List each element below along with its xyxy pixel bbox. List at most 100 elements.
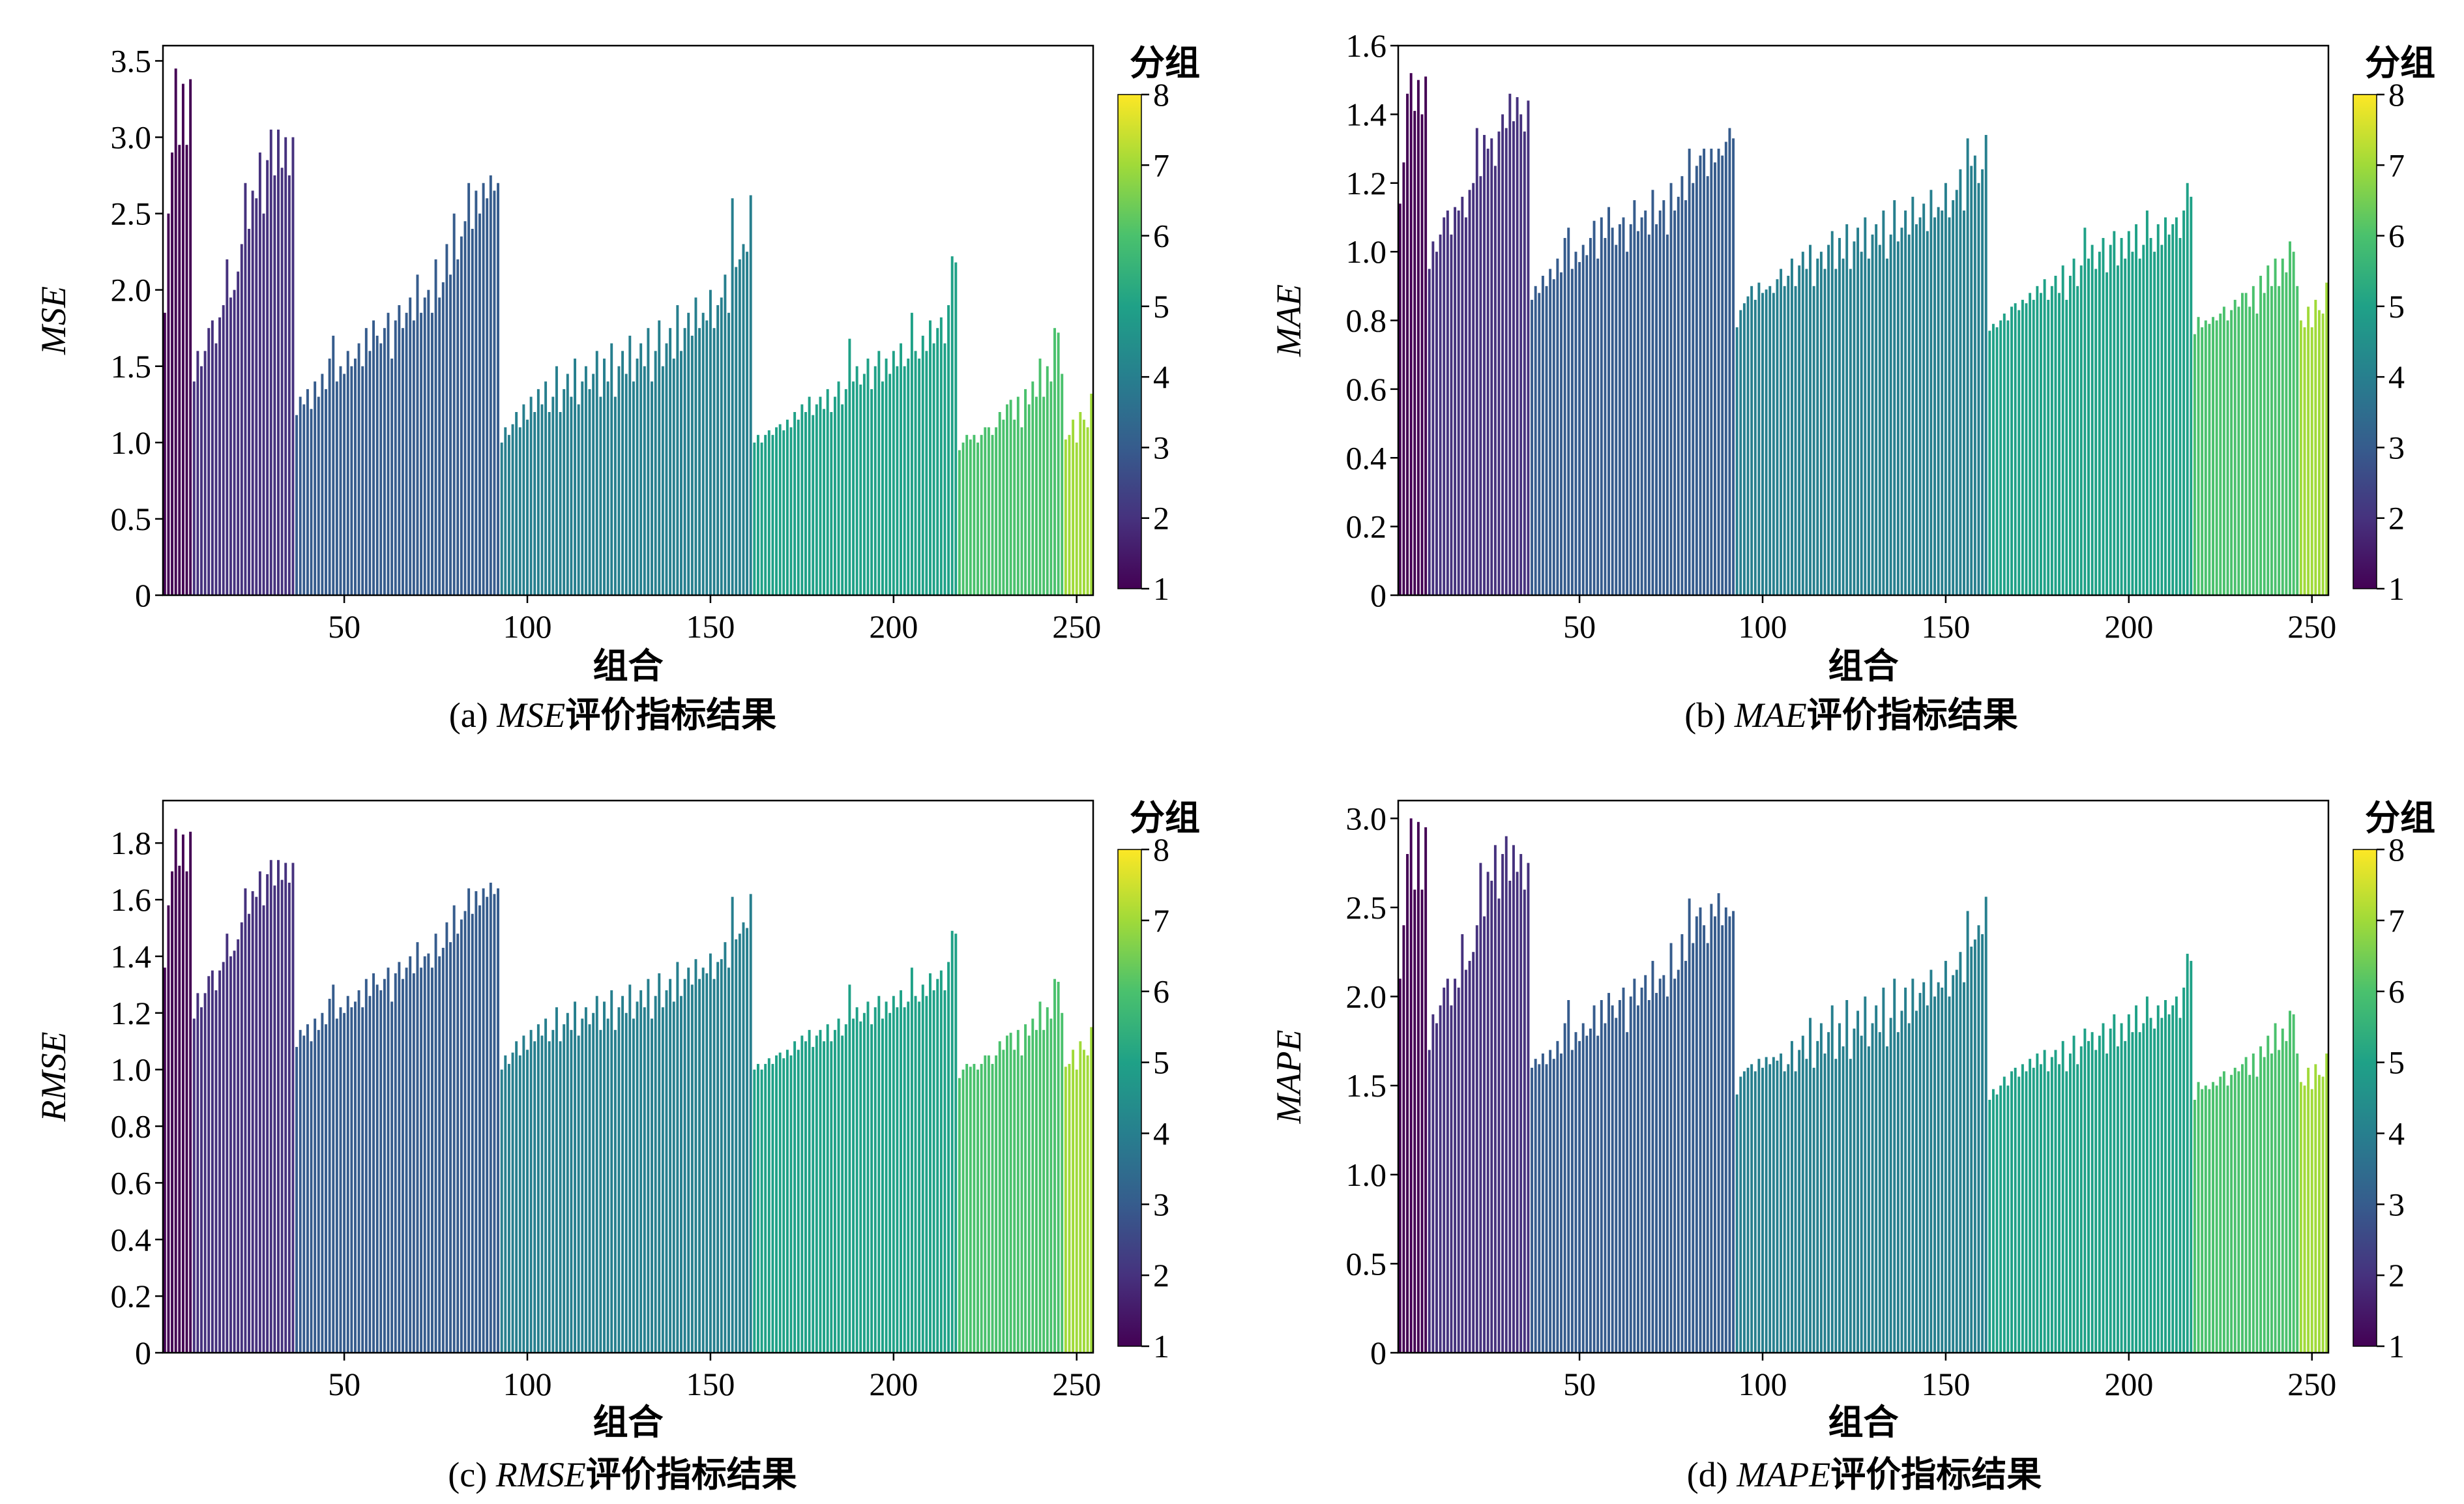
bar (2314, 1064, 2317, 1353)
bar (1703, 925, 1706, 1353)
bar (1082, 1050, 1085, 1353)
bar (515, 412, 518, 595)
bar (1431, 1014, 1435, 1353)
bar (2149, 238, 2152, 595)
bar (269, 129, 272, 596)
bar (2303, 327, 2306, 595)
y-tick-label: 1.0 (111, 424, 152, 461)
bar (171, 152, 174, 596)
y-tick-label: 3.0 (111, 119, 152, 156)
bar (1918, 993, 1922, 1353)
colorbar-tick-label: 3 (2388, 1186, 2405, 1222)
bar (1977, 183, 1980, 595)
bar (178, 145, 181, 595)
colorbar-tick-label: 2 (2388, 1257, 2405, 1293)
bar (196, 993, 199, 1353)
bar (1959, 169, 1962, 595)
bar (325, 1024, 327, 1353)
bar (950, 930, 954, 1353)
bar (980, 1063, 983, 1353)
bar (705, 973, 709, 1353)
bar (1970, 166, 1973, 595)
bar (1570, 269, 1574, 595)
bar (1907, 234, 1911, 595)
bar (2182, 210, 2186, 595)
bar (1560, 1053, 1562, 1353)
chart-panel-4: 0 0.5 1.0 1.5 2.0 2.5 3.0 50 100 150 200 250 组合 MAPE 1… (1269, 797, 2435, 1495)
y-tick-label: 0.6 (1346, 371, 1387, 407)
bar (929, 973, 931, 1353)
bar (599, 1029, 602, 1353)
bar (1772, 1057, 1775, 1353)
bar (1464, 969, 1467, 1353)
bar (2153, 252, 2156, 596)
bar (1812, 1067, 1815, 1353)
bar (434, 259, 437, 596)
bar (1596, 1035, 1600, 1353)
bar (1860, 252, 1863, 596)
bar (1944, 183, 1947, 595)
bar (2263, 1057, 2266, 1353)
bar (1742, 303, 1746, 595)
bar (1915, 1010, 1918, 1353)
bar (1398, 203, 1401, 595)
bar (873, 366, 877, 595)
bar (1878, 244, 1881, 596)
bar (969, 439, 972, 595)
bar (661, 1007, 664, 1353)
caption: (d) MAPE评价指标结果 (1687, 1454, 2042, 1495)
bar (409, 956, 412, 1353)
colorbar-gradient (2353, 94, 2377, 589)
bar (1490, 138, 1493, 595)
bar (2244, 293, 2248, 595)
bar (544, 1018, 548, 1353)
bar (1020, 1055, 1023, 1353)
bar (712, 979, 716, 1353)
bar (1834, 1059, 1838, 1353)
bar (1812, 286, 1815, 595)
bar (588, 1024, 591, 1353)
bar (548, 412, 551, 595)
bar (1819, 1023, 1823, 1353)
bar (2032, 299, 2035, 595)
colorbar-tick-label: 8 (1153, 831, 1169, 868)
bar (1446, 210, 1449, 595)
x-tick-label: 100 (1738, 608, 1787, 645)
bar (1053, 328, 1056, 595)
bar (2178, 1018, 2182, 1353)
bar (841, 404, 844, 595)
bar (873, 1007, 877, 1353)
bar (1904, 210, 1907, 595)
bar (1049, 1018, 1053, 1353)
bar (643, 1007, 646, 1353)
bar (277, 860, 280, 1353)
plot-frame (1397, 799, 2330, 1354)
x-tick-label: 50 (1563, 1366, 1596, 1402)
bar (1929, 190, 1933, 595)
bar (1454, 979, 1457, 1353)
bar (709, 289, 712, 595)
bar (1819, 252, 1823, 596)
bar (617, 1007, 621, 1353)
bar (903, 1007, 906, 1353)
colorbar-tick-label: 5 (2388, 288, 2405, 325)
bar (207, 328, 211, 595)
bars (1398, 818, 2328, 1353)
bar (1816, 258, 1819, 595)
bar (1867, 258, 1870, 595)
bar (493, 894, 496, 1353)
bar (1534, 1059, 1537, 1353)
bar (837, 1018, 840, 1353)
bar (2113, 1014, 2116, 1353)
bar (2289, 1010, 2291, 1353)
bar (2281, 1028, 2284, 1353)
bar (724, 274, 727, 595)
bar (2127, 1014, 2130, 1353)
bar (1002, 1050, 1005, 1353)
x-axis-title: 组合 (1828, 645, 1899, 686)
x-tick-label: 200 (2104, 608, 2153, 645)
bar (800, 404, 804, 595)
bar (936, 979, 939, 1353)
bar (548, 1041, 551, 1353)
y-tick-label: 0 (135, 577, 151, 613)
